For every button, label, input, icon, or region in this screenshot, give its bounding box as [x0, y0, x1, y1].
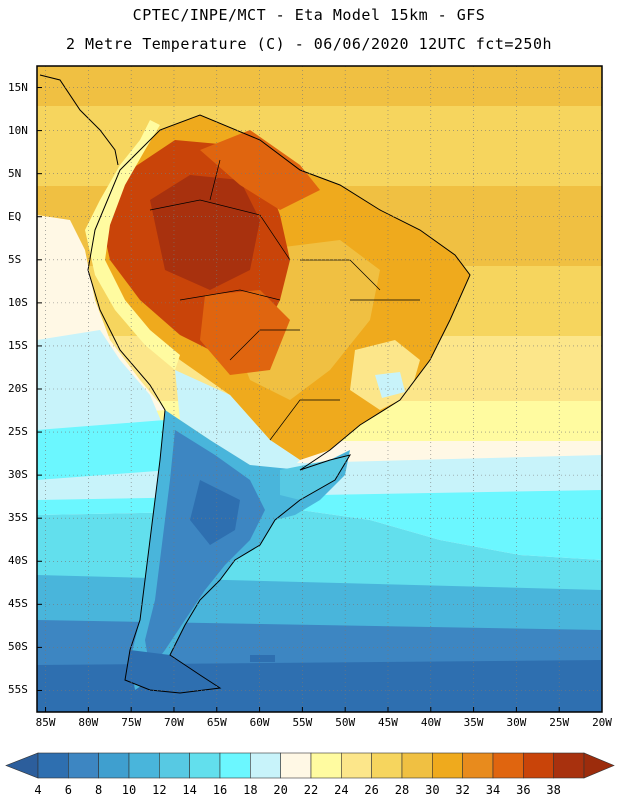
field-layer	[37, 66, 602, 712]
lat-label: 20S	[8, 382, 28, 395]
guiana-warm	[200, 130, 320, 210]
colorbar-label: 20	[273, 783, 288, 797]
colorbar-left-arrow	[5, 752, 39, 779]
lat-label: 10N	[8, 123, 28, 137]
lon-label: 60W	[249, 716, 270, 729]
colorbar-label: 10	[121, 783, 137, 797]
axis-ticks	[37, 87, 603, 712]
colorbar-swatch	[159, 752, 190, 779]
lon-label: 55W	[292, 716, 313, 729]
lat-label: 55S	[8, 683, 28, 697]
lat-label: 5N	[8, 166, 22, 180]
lat-label: 50S	[8, 640, 28, 654]
colorbar-label: 34	[485, 783, 501, 797]
lat-label: 10S	[8, 295, 28, 309]
pacific-chile	[37, 420, 170, 480]
lat-label: 5S	[8, 252, 22, 266]
central-america-coast	[39, 74, 119, 166]
colorbar-swatch	[98, 752, 130, 779]
colorbar-swatch	[219, 752, 251, 779]
lon-label: 40W	[420, 716, 441, 729]
colorbar-swatch	[37, 752, 69, 779]
colorbar-label: 8	[95, 783, 103, 797]
colorbar-label: 12	[152, 783, 167, 797]
lat-label: EQ	[8, 209, 22, 223]
colorbar-swatch	[189, 752, 221, 779]
colorbar-swatch	[341, 752, 372, 779]
colorbar-swatch	[492, 752, 524, 779]
patagonia	[145, 430, 265, 670]
colorbar	[5, 752, 615, 779]
colorbar-swatch	[310, 752, 342, 779]
lon-label: 35W	[463, 716, 484, 729]
colorbar-swatch	[401, 752, 433, 779]
colorbar-label: 4	[34, 783, 42, 797]
colorbar-label: 26	[364, 783, 379, 797]
title-line-1: CPTEC/INPE/MCT - Eta Model 15km - GFS	[132, 6, 486, 24]
band-north-28-30	[37, 66, 602, 106]
lon-label: 70W	[164, 716, 184, 729]
colorbar-swatch	[280, 752, 312, 779]
colorbar-swatch	[523, 752, 554, 779]
borders	[149, 159, 420, 441]
colorbar-swatch	[371, 752, 403, 779]
bolivia-warm	[200, 290, 290, 375]
title-line-2: 2 Metre Temperature (C) - 06/06/2020 12U…	[65, 35, 553, 53]
lat-label: 40S	[8, 554, 28, 568]
colorbar-swatch	[553, 752, 585, 779]
pacific-cooler	[37, 330, 165, 440]
colorbar-swatch	[432, 752, 463, 779]
pampas-cold	[190, 480, 240, 545]
lon-label: 50W	[335, 716, 356, 729]
colorbar-label: 18	[243, 783, 258, 797]
colorbar-swatch	[68, 752, 99, 779]
uruguay	[280, 455, 350, 500]
falklands	[250, 655, 275, 662]
colorbar-label: 14	[182, 783, 197, 797]
band-55s	[37, 660, 602, 712]
tierra-del-fuego	[125, 650, 220, 693]
lat-label: 25S	[8, 425, 28, 439]
lon-label: 20W	[592, 716, 612, 729]
colorbar-label: 24	[334, 783, 349, 797]
amazon-hottest	[150, 175, 260, 290]
lat-label: 45S	[8, 597, 28, 611]
colorbar-label: 30	[425, 783, 440, 797]
lat-label: 30S	[8, 468, 28, 482]
lon-label: 80W	[78, 716, 99, 729]
chaco-transition	[175, 370, 300, 470]
lat-label: 35S	[8, 511, 28, 525]
colorbar-label: 16	[212, 783, 228, 797]
lat-label: 15S	[8, 338, 28, 352]
lon-label: 45W	[378, 716, 398, 729]
lon-label: 75W	[121, 716, 142, 729]
lon-label: 25W	[549, 716, 570, 729]
colorbar-swatch	[462, 752, 494, 779]
andes-spine	[85, 120, 180, 370]
colorbar-right-arrow	[583, 752, 615, 779]
colorbar-swatch	[250, 752, 281, 779]
colorbar-label: 28	[394, 783, 410, 797]
se-cool-patch	[375, 372, 405, 398]
colorbar-label: 36	[516, 783, 531, 797]
lon-label: 65W	[206, 716, 227, 729]
colorbar-label: 6	[64, 783, 72, 797]
colorbar-label: 38	[546, 783, 561, 797]
colorbar-label: 32	[455, 783, 470, 797]
colorbar-label: 22	[303, 783, 319, 797]
lat-label: 15N	[8, 80, 28, 94]
lon-label: 85W	[35, 716, 56, 729]
colorbar-swatch	[128, 752, 160, 779]
lon-label: 30W	[506, 716, 527, 729]
